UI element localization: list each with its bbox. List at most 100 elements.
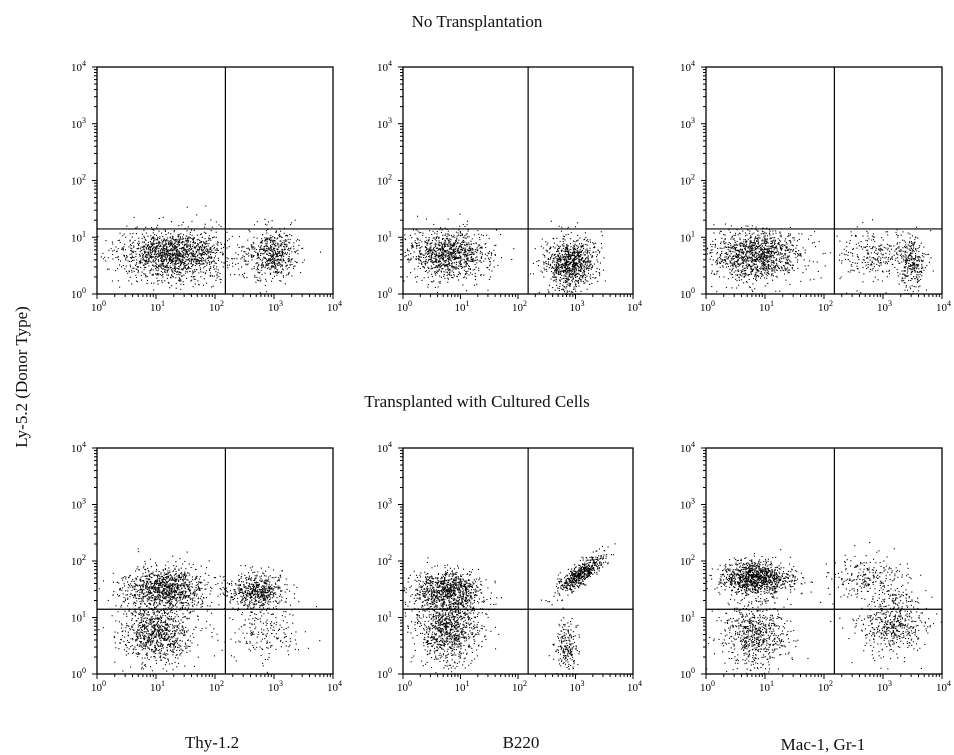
data-point <box>166 274 167 275</box>
data-point <box>489 279 490 280</box>
data-point <box>577 266 578 267</box>
data-point <box>178 266 179 267</box>
data-point <box>195 256 196 257</box>
data-point <box>732 247 733 248</box>
data-point <box>153 275 154 276</box>
data-point <box>472 261 473 262</box>
data-point <box>773 233 774 234</box>
data-point <box>257 255 258 256</box>
data-point <box>441 271 442 272</box>
data-point <box>159 231 160 232</box>
data-point <box>571 262 572 263</box>
data-point <box>282 251 283 252</box>
data-point <box>162 276 163 277</box>
data-point <box>429 257 430 258</box>
data-point <box>426 219 427 220</box>
data-point <box>286 275 287 276</box>
data-point <box>266 248 267 249</box>
data-point <box>197 243 198 244</box>
data-point <box>745 233 746 234</box>
data-point <box>543 248 544 249</box>
data-point <box>496 230 497 231</box>
data-point <box>773 257 774 258</box>
data-point <box>206 241 207 242</box>
data-point <box>200 246 201 247</box>
data-point <box>453 269 454 270</box>
data-point <box>173 261 174 262</box>
data-point <box>208 258 209 259</box>
data-point <box>744 276 745 277</box>
data-point <box>177 249 178 250</box>
data-point <box>239 236 240 237</box>
data-point <box>804 259 805 260</box>
data-point <box>727 254 728 255</box>
data-point <box>251 255 252 256</box>
data-point <box>118 259 119 260</box>
data-point <box>249 249 250 250</box>
data-point <box>177 271 178 272</box>
data-point <box>751 257 752 258</box>
data-point <box>280 253 281 254</box>
data-point <box>132 237 133 238</box>
data-point <box>188 226 189 227</box>
data-point <box>143 230 144 231</box>
data-point <box>162 274 163 275</box>
data-point <box>229 238 230 239</box>
data-point <box>431 257 432 258</box>
data-point <box>482 248 483 249</box>
data-point <box>772 242 773 243</box>
data-point <box>206 283 207 284</box>
data-point <box>216 252 217 253</box>
data-point <box>777 254 778 255</box>
data-point <box>563 238 564 239</box>
data-point <box>733 239 734 240</box>
data-point <box>743 251 744 252</box>
data-point <box>181 242 182 243</box>
data-point <box>450 265 451 266</box>
data-point <box>441 242 442 243</box>
data-point <box>191 266 192 267</box>
data-point <box>279 262 280 263</box>
data-point <box>557 270 558 271</box>
data-point <box>165 272 166 273</box>
data-point <box>193 253 194 254</box>
data-point <box>481 258 482 259</box>
data-point <box>464 226 465 227</box>
data-point <box>153 274 154 275</box>
data-point <box>802 272 803 273</box>
data-point <box>566 269 567 270</box>
data-point <box>436 244 437 245</box>
data-point <box>152 245 153 246</box>
data-point <box>775 272 776 273</box>
data-point <box>541 246 542 247</box>
data-point <box>565 251 566 252</box>
data-point <box>190 241 191 242</box>
data-point <box>136 254 137 255</box>
data-point <box>248 248 249 249</box>
data-point <box>175 243 176 244</box>
data-point <box>780 254 781 255</box>
data-point <box>167 237 168 238</box>
data-point <box>456 239 457 240</box>
data-point <box>597 261 598 262</box>
data-point <box>171 260 172 261</box>
data-point <box>456 268 457 269</box>
data-point <box>211 262 212 263</box>
data-point <box>555 290 556 291</box>
data-point <box>739 244 740 245</box>
data-point <box>556 285 557 286</box>
data-point <box>590 274 591 275</box>
data-point <box>572 273 573 274</box>
data-point <box>283 240 284 241</box>
data-point <box>738 256 739 257</box>
data-point <box>584 271 585 272</box>
data-point <box>458 240 459 241</box>
data-point <box>155 268 156 269</box>
data-point <box>447 265 448 266</box>
data-point <box>184 265 185 266</box>
data-point <box>274 258 275 259</box>
data-point <box>469 250 470 251</box>
data-point <box>291 259 292 260</box>
data-point <box>454 259 455 260</box>
data-point <box>546 269 547 270</box>
